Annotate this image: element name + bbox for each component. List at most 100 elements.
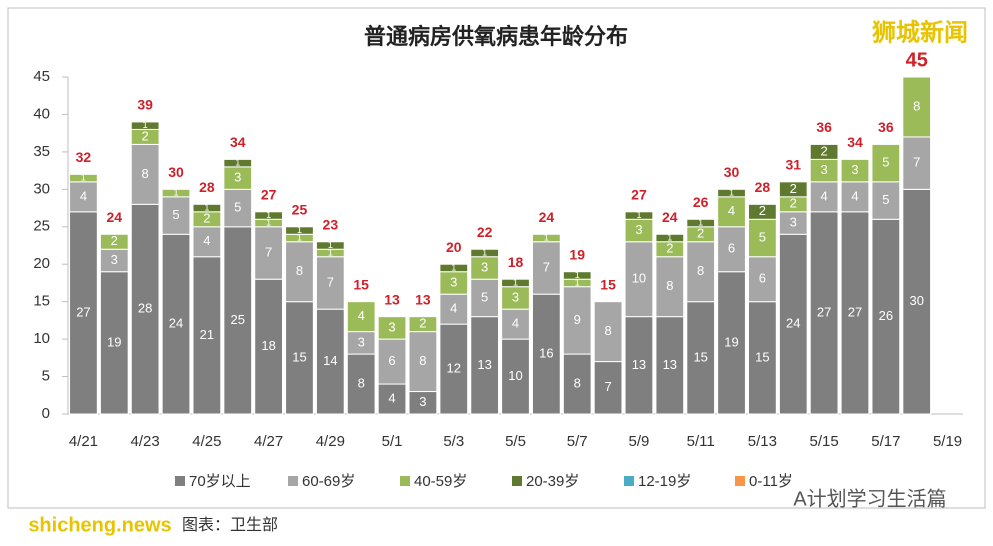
y-tick-label: 10 — [33, 330, 50, 347]
data-label: 1 — [266, 210, 271, 220]
bar-segment — [254, 226, 283, 280]
data-label: 26 — [879, 308, 893, 323]
bar-segment — [408, 331, 438, 393]
bar-segment — [748, 301, 777, 415]
total-label: 31 — [785, 157, 801, 173]
data-label: 21 — [200, 327, 214, 342]
data-label: 7 — [265, 244, 272, 259]
bar-segment — [840, 158, 870, 183]
total-label: 34 — [847, 134, 863, 150]
data-label: 1 — [235, 157, 240, 167]
total-label: 24 — [662, 209, 678, 225]
bar-segment — [902, 76, 932, 138]
data-label: 7 — [913, 155, 920, 170]
data-label: 10 — [632, 271, 646, 286]
x-tick-label: 5/5 — [505, 433, 526, 450]
data-label: 24 — [169, 316, 183, 331]
legend-swatch — [512, 476, 522, 486]
bar-segment — [408, 316, 438, 333]
bar-segment — [315, 241, 345, 250]
data-label: 13 — [663, 357, 677, 372]
data-label: 25 — [231, 312, 245, 327]
bar-segment — [686, 301, 716, 415]
chart-title: 普通病房供氧病患年龄分布 — [364, 24, 628, 49]
total-label: 26 — [693, 194, 709, 210]
total-label: 13 — [415, 291, 431, 307]
bar-segment — [717, 188, 746, 198]
bar-segment — [254, 211, 283, 220]
data-label: 4 — [728, 203, 735, 218]
x-tick-label: 5/19 — [933, 433, 962, 450]
data-label: 4 — [821, 188, 828, 203]
data-label: 3 — [419, 394, 426, 409]
data-label: 2 — [821, 143, 828, 158]
bar-segment — [778, 233, 808, 415]
bar-segment — [871, 143, 901, 183]
legend-label: 70岁以上 — [189, 473, 251, 490]
bar-segment — [748, 256, 777, 303]
data-label: 3 — [388, 319, 395, 334]
bar-segment — [562, 271, 592, 280]
y-tick-label: 5 — [42, 368, 50, 385]
data-label: 5 — [172, 207, 179, 222]
bar-segment — [99, 233, 129, 250]
watermark: A计划学习生活篇 — [793, 487, 946, 510]
bar-segment — [501, 338, 530, 415]
data-label: 6 — [759, 271, 766, 286]
data-label: 8 — [666, 278, 673, 293]
data-label: 1 — [636, 210, 641, 220]
total-label: 28 — [755, 179, 771, 195]
bar-segment — [377, 338, 407, 385]
x-tick-label: 4/27 — [254, 433, 283, 450]
data-label: 1 — [328, 247, 333, 257]
bar-segment — [377, 316, 407, 340]
bar-segment — [624, 241, 654, 318]
data-label: 9 — [574, 312, 581, 327]
data-label: 1 — [575, 270, 580, 280]
y-tick-label: 15 — [33, 293, 50, 310]
data-label: 7 — [543, 259, 550, 274]
data-label: 8 — [419, 353, 426, 368]
x-tick-label: 4/25 — [192, 433, 221, 450]
y-tick-label: 40 — [33, 105, 50, 122]
bar-segment — [315, 256, 345, 310]
bar-segment — [624, 316, 654, 415]
data-label: 14 — [323, 353, 337, 368]
data-label: 8 — [358, 375, 365, 390]
total-label: 27 — [261, 187, 277, 203]
data-label: 1 — [266, 217, 271, 227]
data-label: 2 — [666, 241, 673, 256]
data-label: 1 — [143, 120, 148, 130]
bar-segment — [809, 181, 839, 213]
data-label: 1 — [698, 217, 703, 227]
y-tick-label: 45 — [33, 68, 50, 85]
bar-segment — [624, 211, 654, 220]
x-tick-label: 5/3 — [443, 433, 464, 450]
bar-segment — [840, 181, 870, 213]
total-label: 32 — [76, 149, 92, 165]
bar-segment — [686, 218, 716, 228]
bar-segment — [346, 353, 376, 415]
bar-segment — [717, 271, 746, 415]
data-label: 2 — [419, 316, 426, 331]
bar-segment — [902, 136, 932, 190]
data-label: 8 — [697, 263, 704, 278]
data-label: 1 — [81, 172, 86, 182]
bar-segment — [531, 233, 561, 243]
data-label: 30 — [909, 293, 923, 308]
bar-segment — [562, 353, 592, 415]
legend-label: 60-69岁 — [302, 473, 355, 490]
data-label: 28 — [138, 301, 152, 316]
data-label: 19 — [107, 334, 121, 349]
total-label: 15 — [600, 276, 616, 292]
legend-label: 12-19岁 — [638, 473, 691, 490]
total-label: 27 — [631, 187, 647, 203]
bar-segment — [902, 188, 932, 415]
bar-segment — [809, 143, 839, 160]
data-label: 3 — [481, 259, 488, 274]
data-label: 15 — [292, 349, 306, 364]
x-tick-label: 5/1 — [382, 433, 403, 450]
data-label: 2 — [203, 211, 210, 226]
bar-segment — [593, 301, 623, 363]
data-label: 4 — [80, 188, 87, 203]
